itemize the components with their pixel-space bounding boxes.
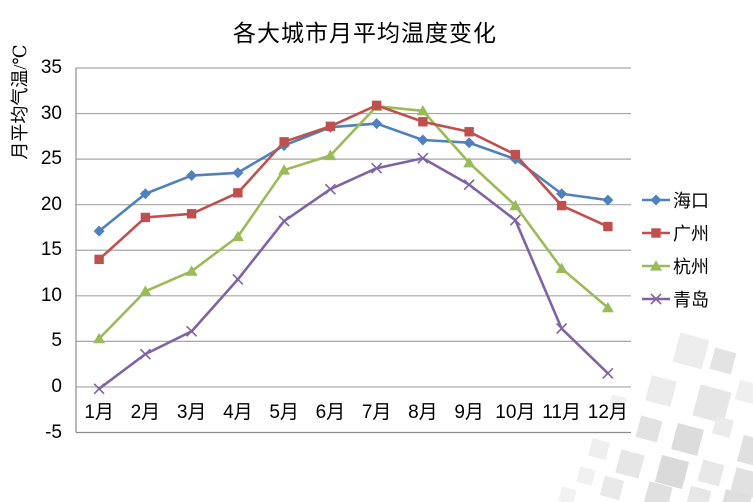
series-markers-qingdao [93, 152, 614, 395]
legend-label: 海口 [673, 191, 709, 211]
y-tick-label: -5 [45, 421, 62, 443]
legend-label: 广州 [673, 224, 709, 244]
x-tick-label: 2月 [130, 402, 161, 423]
diamond-marker-icon [641, 193, 671, 207]
x-tick-label: 3月 [176, 402, 207, 423]
legend-label: 杭州 [673, 257, 709, 277]
x-tick-label: 11月 [542, 402, 581, 423]
triangle-marker-icon [641, 259, 671, 273]
series-markers-guangzhou [94, 100, 613, 265]
series-markers-hangzhou [93, 100, 614, 344]
legend-label: 青岛 [673, 290, 709, 310]
series-line-qingdao [97, 156, 610, 391]
x-tick-label: 6月 [315, 402, 346, 423]
square-marker-icon [641, 226, 671, 240]
y-tick-label: 30 [40, 102, 62, 124]
legend-item-qingdao: 青岛 [641, 286, 709, 312]
y-tick-label: 25 [40, 148, 62, 170]
y-tick-label: 0 [51, 375, 62, 397]
x-tick-label: 12月 [587, 402, 628, 423]
y-tick-label: 35 [40, 57, 62, 78]
y-tick-label: 20 [40, 193, 62, 215]
x-marker-icon [641, 292, 671, 306]
series-line-guangzhou [97, 104, 610, 261]
legend-item-guangzhou: 广州 [641, 220, 709, 246]
x-tick-label: 9月 [454, 402, 484, 423]
x-tick-label: 10月 [495, 402, 536, 423]
legend: 海口 广州 杭州 青岛 [641, 187, 709, 312]
x-tick-label: 7月 [361, 402, 392, 423]
x-tick-label: 5月 [269, 402, 299, 423]
y-tick-label: 5 [51, 330, 62, 352]
x-tick-label: 1月 [84, 402, 114, 423]
y-tick-label: 10 [40, 284, 62, 306]
x-tick-label: 8月 [408, 402, 438, 423]
chart-title: 各大城市月平均温度变化 [233, 21, 497, 46]
y-tick-label: 15 [40, 239, 62, 261]
x-tick-label: 4月 [223, 402, 253, 423]
legend-item-hangzhou: 杭州 [641, 253, 709, 279]
series-line-hangzhou [97, 104, 610, 340]
legend-item-haikou: 海口 [641, 187, 709, 213]
